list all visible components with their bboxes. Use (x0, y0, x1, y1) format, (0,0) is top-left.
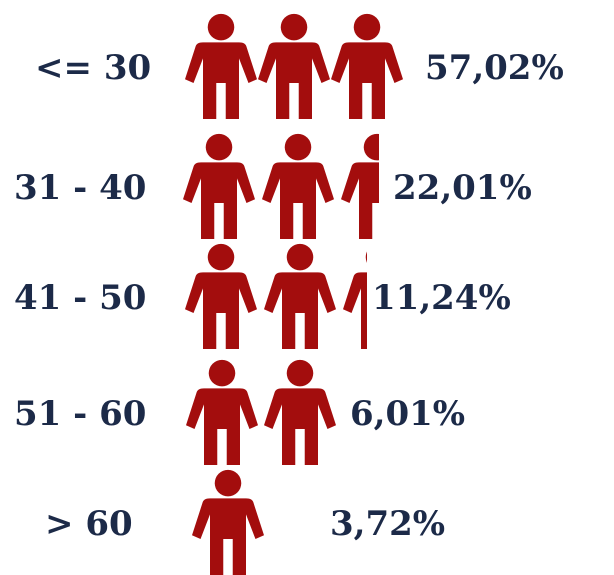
person-icon (264, 359, 336, 466)
person-shape (186, 359, 258, 466)
person-icon (258, 13, 330, 120)
icon-group (185, 13, 403, 120)
category-label: > 60 (45, 504, 133, 544)
person-icon (185, 13, 257, 120)
person-icon (185, 243, 257, 350)
person-shape (264, 243, 336, 350)
person-shape (258, 13, 330, 120)
category-label: <= 30 (35, 48, 151, 88)
icon-group (183, 133, 379, 240)
person-icon (186, 359, 258, 466)
value-label: 11,24% (372, 278, 511, 318)
person-shape (185, 243, 257, 350)
person-icon (264, 243, 336, 350)
icon-group (192, 469, 264, 575)
value-label: 57,02% (425, 48, 564, 88)
value-label: 3,72% (330, 504, 445, 544)
person-shape (331, 13, 403, 120)
value-label: 22,01% (393, 168, 532, 208)
icon-group (186, 359, 336, 466)
person-icon (183, 133, 255, 240)
person-shape (185, 13, 257, 120)
category-label: 51 - 60 (14, 394, 146, 434)
category-label: 31 - 40 (14, 168, 146, 208)
person-shape (264, 359, 336, 466)
person-shape (183, 133, 255, 240)
category-label: 41 - 50 (14, 278, 146, 318)
person-shape (262, 133, 334, 240)
person-icon (262, 133, 334, 240)
value-label: 6,01% (350, 394, 465, 434)
person-icon (331, 13, 403, 120)
person-shape (192, 469, 264, 575)
person-icon (192, 469, 264, 575)
